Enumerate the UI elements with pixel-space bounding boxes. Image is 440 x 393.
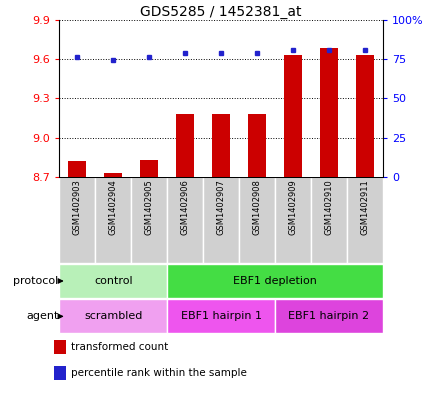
Bar bbox=[347, 177, 383, 263]
Bar bbox=[131, 177, 167, 263]
Text: GSM1402903: GSM1402903 bbox=[73, 180, 82, 235]
Text: GSM1402911: GSM1402911 bbox=[360, 180, 369, 235]
Text: GSM1402907: GSM1402907 bbox=[216, 180, 226, 235]
Text: protocol: protocol bbox=[14, 276, 59, 286]
Bar bbox=[275, 299, 383, 333]
Text: EBF1 hairpin 1: EBF1 hairpin 1 bbox=[180, 311, 262, 321]
Bar bbox=[320, 48, 338, 177]
Bar bbox=[59, 264, 167, 298]
Bar bbox=[248, 114, 266, 177]
Bar bbox=[59, 299, 167, 333]
Bar bbox=[95, 177, 131, 263]
Bar bbox=[239, 177, 275, 263]
Bar bbox=[140, 160, 158, 177]
Bar bbox=[176, 114, 194, 177]
Bar bbox=[203, 177, 239, 263]
Bar bbox=[104, 173, 122, 177]
Text: GSM1402904: GSM1402904 bbox=[109, 180, 118, 235]
Text: GSM1402905: GSM1402905 bbox=[145, 180, 154, 235]
Text: GSM1402910: GSM1402910 bbox=[324, 180, 334, 235]
Bar bbox=[54, 340, 66, 354]
Bar bbox=[167, 299, 275, 333]
Text: control: control bbox=[94, 276, 132, 286]
Text: GSM1402906: GSM1402906 bbox=[181, 180, 190, 235]
Bar bbox=[59, 177, 95, 263]
Bar bbox=[212, 114, 230, 177]
Bar bbox=[54, 366, 66, 380]
Text: EBF1 depletion: EBF1 depletion bbox=[233, 276, 317, 286]
Text: GSM1402909: GSM1402909 bbox=[289, 180, 297, 235]
Bar bbox=[275, 177, 311, 263]
Text: GSM1402908: GSM1402908 bbox=[253, 180, 261, 235]
Bar bbox=[167, 177, 203, 263]
Bar bbox=[284, 55, 302, 177]
Text: percentile rank within the sample: percentile rank within the sample bbox=[70, 368, 246, 378]
Title: GDS5285 / 1452381_at: GDS5285 / 1452381_at bbox=[140, 5, 302, 18]
Bar bbox=[311, 177, 347, 263]
Text: EBF1 hairpin 2: EBF1 hairpin 2 bbox=[288, 311, 370, 321]
Text: scrambled: scrambled bbox=[84, 311, 143, 321]
Text: transformed count: transformed count bbox=[70, 342, 168, 353]
Bar bbox=[356, 55, 374, 177]
Bar bbox=[167, 264, 383, 298]
Text: agent: agent bbox=[26, 311, 59, 321]
Bar bbox=[68, 161, 86, 177]
